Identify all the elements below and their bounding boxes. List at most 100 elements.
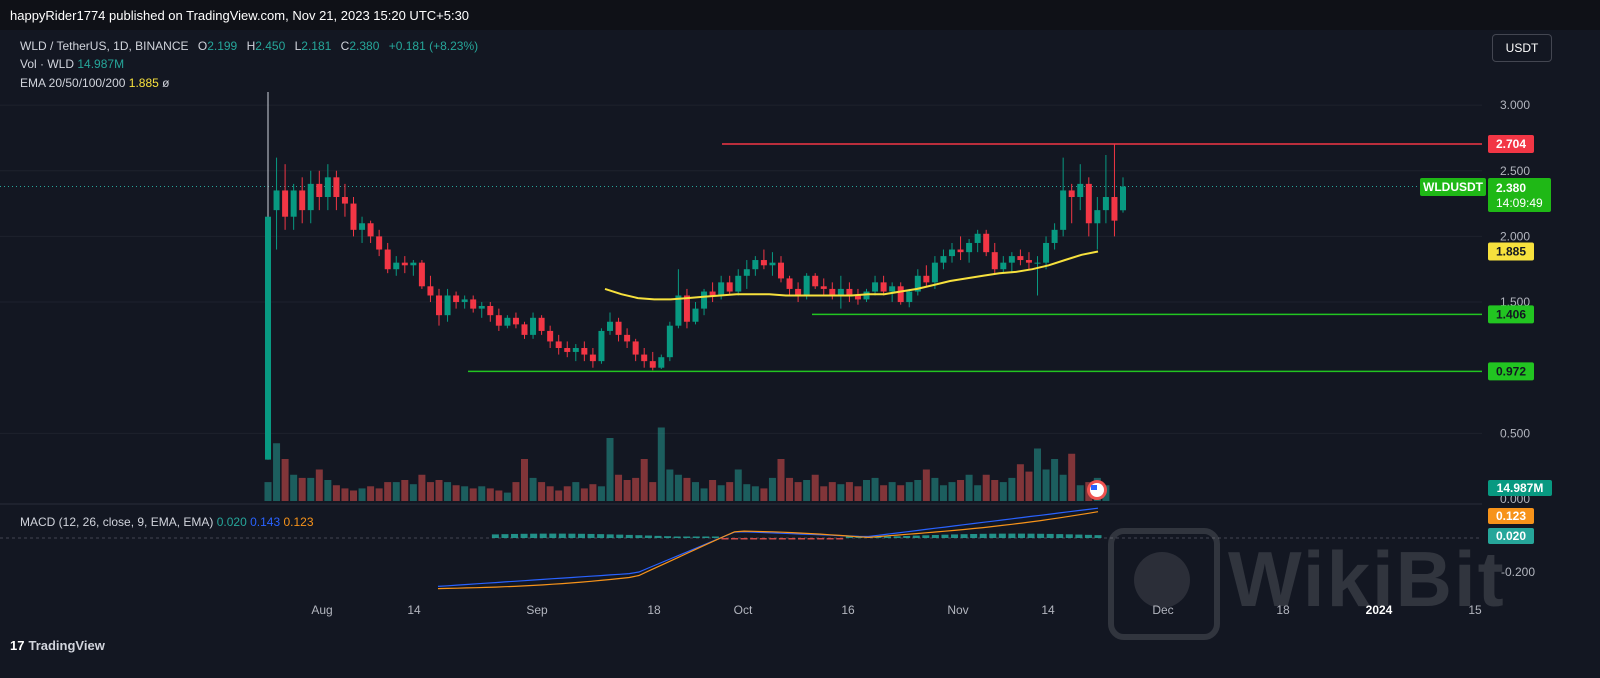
candle-body xyxy=(1043,242,1050,263)
candle-body xyxy=(1051,229,1058,243)
volume-tag-bg xyxy=(1488,480,1552,496)
macd-histogram-bar xyxy=(577,533,585,538)
candle-body xyxy=(752,260,759,270)
candle-body xyxy=(872,282,879,292)
last-price-tag: 2.380 xyxy=(1496,181,1526,195)
volume-bar xyxy=(1051,459,1059,501)
open-label: O xyxy=(197,39,208,53)
candle-body xyxy=(709,291,716,296)
candle-body xyxy=(418,262,425,287)
tradingview-logo[interactable]: 17 TradingView xyxy=(10,638,105,653)
ema-legend[interactable]: EMA 20/50/100/200 1.885 ø xyxy=(20,76,169,90)
candle-body xyxy=(589,354,596,362)
macd-histogram-bar xyxy=(941,534,949,538)
candle-body xyxy=(906,291,913,303)
us-flag-icon xyxy=(1087,480,1107,500)
volume-bar xyxy=(1016,464,1024,501)
volume-bar xyxy=(503,492,511,501)
macd-signal-value: 0.123 xyxy=(283,515,314,529)
volume-bar xyxy=(623,480,631,501)
volume-bar xyxy=(939,485,947,501)
volume-bar xyxy=(957,480,965,501)
candle-body xyxy=(341,197,348,204)
volume-bar xyxy=(632,477,640,501)
support2-tag-bg xyxy=(1488,362,1534,381)
macd-tick-label: -0.200 xyxy=(1501,565,1535,579)
macd-histogram-bar xyxy=(683,536,691,538)
volume-value: 14.987M xyxy=(77,57,125,71)
candle-body xyxy=(581,348,588,355)
time-tick-label: 15 xyxy=(1468,603,1482,617)
macd-histogram-bar xyxy=(625,534,633,538)
volume-bar xyxy=(974,485,982,501)
macd-histogram-bar xyxy=(1046,533,1054,538)
candle-body xyxy=(538,317,545,331)
price-tick-label: 0.500 xyxy=(1500,426,1530,440)
macd-histogram-bar xyxy=(1075,534,1083,538)
candle-body xyxy=(795,288,802,296)
candle-body xyxy=(555,341,562,349)
candle-body xyxy=(273,190,280,211)
volume-bar xyxy=(1076,485,1084,501)
macd-histogram-bar xyxy=(845,536,853,538)
time-tick-label: Sep xyxy=(526,603,548,617)
candle-body xyxy=(658,357,665,368)
candle-body xyxy=(495,315,502,326)
volume-bar xyxy=(572,482,580,501)
macd-hist-value: 0.020 xyxy=(216,515,247,529)
volume-bar xyxy=(768,477,776,501)
volume-bar xyxy=(606,438,614,501)
candle-body xyxy=(564,348,571,352)
macd-histogram-bar xyxy=(769,538,777,540)
candle-body xyxy=(1008,256,1015,263)
macd-histogram-bar xyxy=(740,538,748,540)
candle-body xyxy=(769,262,776,266)
macd-hist-tag: 0.020 xyxy=(1496,529,1526,543)
candle-body xyxy=(863,291,870,300)
currency-button[interactable]: USDT xyxy=(1492,34,1552,62)
volume-bar xyxy=(803,480,811,501)
macd-histogram-bar xyxy=(893,536,901,538)
candle-body xyxy=(1068,190,1075,198)
candle-body xyxy=(401,262,408,266)
macd-legend[interactable]: MACD (12, 26, close, 9, EMA, EMA) 0.020 … xyxy=(20,515,314,529)
candle-body xyxy=(290,190,297,217)
candle-body xyxy=(812,275,819,287)
macd-histogram-bar xyxy=(778,538,786,540)
candle-body xyxy=(461,299,468,303)
volume-bar xyxy=(290,474,298,501)
ticker-tag: WLDUSDT xyxy=(1423,180,1484,194)
ema-label: EMA 20/50/100/200 xyxy=(20,76,126,90)
macd-histogram-bar xyxy=(549,533,557,538)
macd-histogram-bar xyxy=(702,536,710,538)
candles xyxy=(265,91,1126,460)
macd-histogram-bar xyxy=(520,533,528,538)
volume-bar xyxy=(777,459,785,501)
volume-legend[interactable]: Vol · WLD 14.987M xyxy=(20,57,124,71)
volume-label: Vol · WLD xyxy=(20,57,75,71)
candle-body xyxy=(897,286,904,303)
candle-body xyxy=(743,269,750,276)
volume-bar xyxy=(367,486,375,501)
macd-histogram-bar xyxy=(1065,534,1073,538)
macd-histogram-bar xyxy=(836,538,844,540)
candle-body xyxy=(726,282,733,292)
symbol-legend[interactable]: WLD / TetherUS, 1D, BINANCE O2.199 H2.45… xyxy=(20,39,478,53)
macd-histogram-bar xyxy=(1094,535,1102,538)
volume-bar xyxy=(486,488,494,501)
candle-body xyxy=(265,216,271,460)
macd-histogram-bar xyxy=(1017,533,1025,538)
macd-histogram-bar xyxy=(1056,534,1064,538)
macd-histogram-bar xyxy=(960,534,968,538)
ema-extra: ø xyxy=(162,76,170,90)
symbol-name: WLD / TetherUS, 1D, BINANCE xyxy=(20,39,189,53)
volume-bar xyxy=(999,482,1007,501)
support1-tag: 1.406 xyxy=(1496,307,1526,321)
candle-body xyxy=(1000,262,1007,270)
volume-bar xyxy=(401,480,409,501)
volume-bar xyxy=(871,477,879,501)
candle-body xyxy=(786,278,793,289)
macd-histogram-bar xyxy=(903,535,911,538)
volume-bar xyxy=(452,485,460,501)
